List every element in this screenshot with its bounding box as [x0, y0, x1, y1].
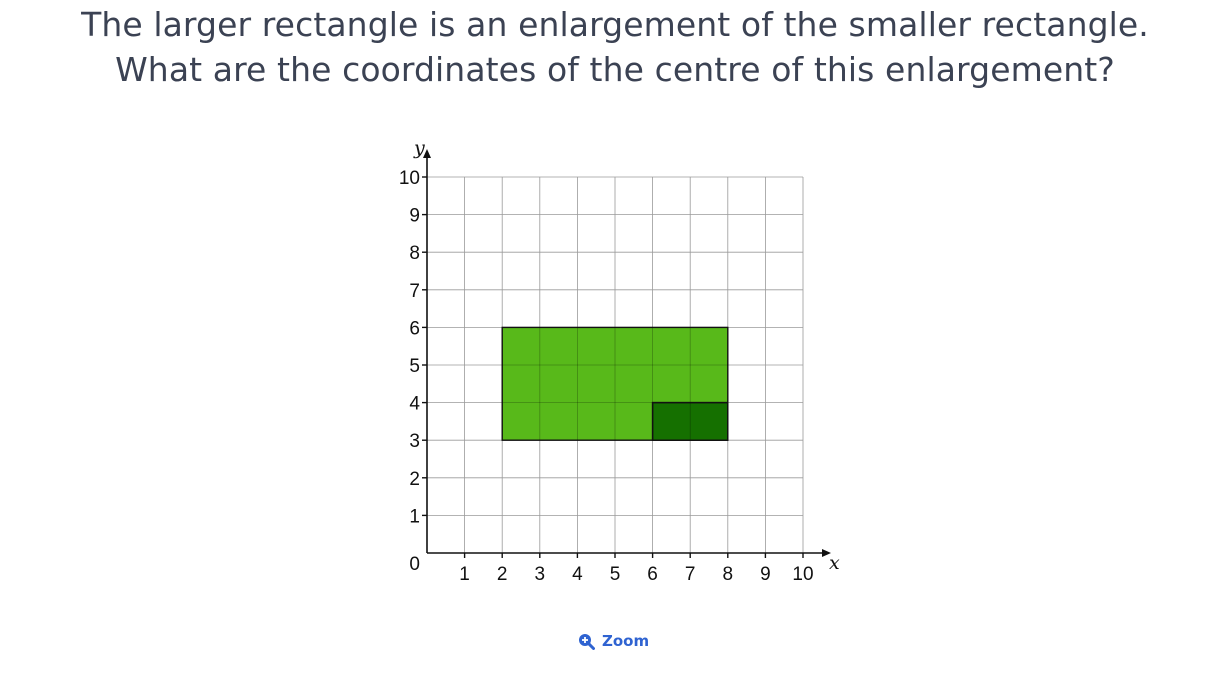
y-tick-label: 10: [399, 168, 420, 189]
x-tick-label: 6: [647, 564, 658, 585]
origin-label: 0: [409, 554, 420, 575]
zoom-in-icon: [578, 633, 595, 650]
x-tick-label: 7: [685, 564, 696, 585]
y-tick-label: 6: [409, 318, 420, 339]
tick-marks: [422, 176, 804, 558]
zoom-label: Zoom: [602, 632, 650, 650]
x-tick-label: 8: [723, 564, 734, 585]
x-tick-label: 5: [610, 564, 621, 585]
y-axis-label: y: [413, 137, 425, 159]
question-text: The larger rectangle is an enlargement o…: [0, 2, 1230, 92]
rectangle-inner-grid-lines: [502, 327, 729, 441]
question-line-1: The larger rectangle is an enlargement o…: [81, 5, 1149, 44]
y-tick-label: 4: [409, 394, 420, 415]
x-tick-label: 9: [760, 564, 771, 585]
y-tick-label: 5: [409, 356, 420, 377]
y-tick-label: 1: [409, 506, 420, 527]
x-tick-label: 10: [792, 564, 813, 585]
y-tick-label: 7: [409, 281, 420, 302]
x-tick-label: 1: [459, 564, 470, 585]
zoom-button[interactable]: Zoom: [578, 629, 649, 653]
question-line-2: What are the coordinates of the centre o…: [115, 50, 1115, 89]
axes: [423, 149, 831, 557]
y-tick-label: 2: [409, 469, 420, 490]
x-axis-arrow: [822, 549, 831, 557]
x-axis-label: x: [829, 552, 840, 574]
y-tick-label: 9: [409, 206, 420, 227]
y-axis-arrow: [423, 149, 431, 158]
y-tick-labels: 1 2 3 4 5 6 7 8 9 10: [399, 168, 421, 527]
x-tick-label: 2: [497, 564, 508, 585]
x-tick-label: 3: [535, 564, 546, 585]
small-rectangle-outline: [651, 401, 729, 441]
y-tick-label: 3: [409, 431, 420, 452]
y-tick-label: 8: [409, 243, 420, 264]
x-tick-labels: 1 2 3 4 5 6 7 8 9 10: [459, 564, 813, 585]
x-tick-label: 4: [572, 564, 583, 585]
